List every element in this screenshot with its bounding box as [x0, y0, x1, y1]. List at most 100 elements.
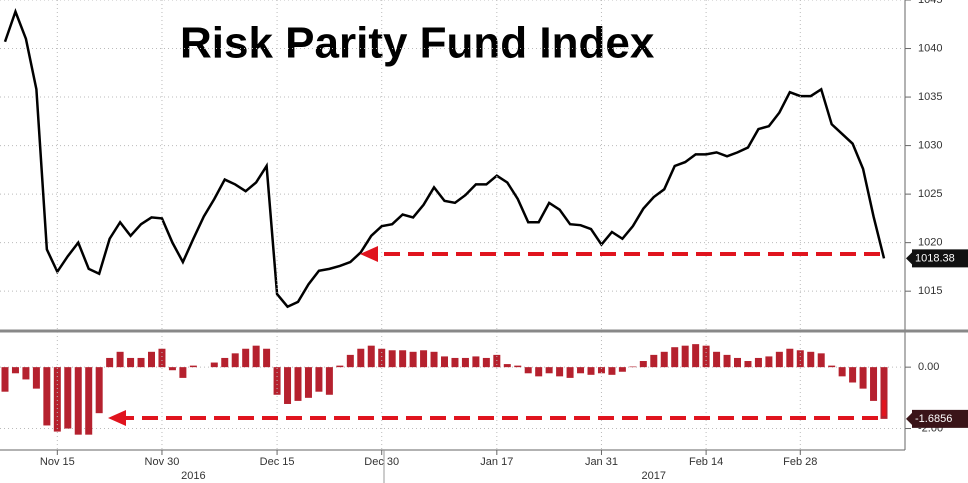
bar — [734, 357, 741, 368]
bar — [451, 357, 459, 368]
bar — [43, 367, 51, 426]
bar — [367, 345, 375, 368]
bar — [838, 367, 846, 377]
bar — [85, 367, 93, 435]
x-tick-label: Dec 30 — [364, 456, 399, 468]
last-value-box — [912, 249, 968, 268]
bar — [754, 357, 762, 368]
bar — [221, 357, 229, 368]
x-year-label: 2016 — [181, 470, 205, 482]
bar — [252, 345, 260, 368]
chart-title: Risk Parity Fund Index — [180, 19, 655, 68]
bar — [639, 361, 647, 368]
bar — [744, 361, 752, 368]
bar — [524, 367, 532, 374]
bar — [880, 367, 888, 419]
y-tick-label: 1040 — [918, 42, 942, 54]
bar — [11, 367, 19, 374]
y-tick-label: 1025 — [918, 188, 942, 200]
bar — [608, 367, 616, 375]
bar — [817, 353, 825, 368]
bar — [629, 366, 637, 368]
bar — [284, 367, 292, 404]
bar — [263, 348, 271, 368]
bar — [618, 367, 626, 372]
bar — [304, 367, 312, 398]
x-tick-label: Jan 31 — [585, 456, 618, 468]
bar — [158, 348, 166, 368]
last-value-box — [912, 409, 968, 428]
bar — [64, 367, 72, 429]
y-tick-label: 1030 — [918, 139, 942, 151]
last-value-label: 1018.38 — [915, 252, 955, 264]
bar — [210, 362, 218, 368]
bar — [179, 367, 187, 378]
x-tick-label: Feb 14 — [689, 456, 723, 468]
bar — [493, 354, 501, 368]
y-tick-label: 1045 — [918, 0, 942, 6]
y-tick-label: 1035 — [918, 91, 942, 103]
bar — [106, 357, 114, 368]
bar — [346, 354, 354, 368]
bar — [535, 367, 543, 377]
y-tick-label: 1015 — [918, 285, 942, 297]
bar — [545, 367, 553, 374]
bar — [849, 367, 857, 383]
bar — [461, 357, 469, 368]
bar — [32, 367, 40, 389]
last-value-pointer — [906, 412, 912, 425]
bar — [409, 351, 417, 368]
bar — [388, 350, 396, 368]
bar — [116, 351, 124, 368]
bar — [828, 365, 836, 368]
bar — [294, 367, 302, 401]
bar — [660, 351, 668, 368]
x-tick-label: Jan 17 — [480, 456, 513, 468]
bar — [336, 365, 344, 368]
bar — [430, 351, 438, 368]
bar — [807, 351, 815, 368]
bar — [482, 357, 490, 368]
bar — [74, 367, 82, 435]
last-value-pointer — [906, 252, 912, 265]
y-tick-label: 1020 — [918, 237, 942, 249]
bar — [775, 351, 783, 368]
bar — [503, 364, 511, 368]
bar — [22, 367, 30, 380]
bar — [796, 350, 804, 368]
bar — [53, 367, 61, 432]
bar — [713, 351, 721, 368]
bar — [556, 367, 564, 377]
bar — [859, 367, 867, 389]
last-value-label: -1.6856 — [915, 413, 952, 425]
bar — [650, 354, 658, 368]
bar — [577, 367, 585, 374]
x-tick-label: Feb 28 — [783, 456, 817, 468]
bar — [692, 344, 700, 368]
x-tick-label: Dec 15 — [260, 456, 295, 468]
bar — [472, 356, 480, 368]
bar — [566, 367, 574, 378]
line — [3, 8, 886, 309]
bar — [127, 357, 135, 368]
bar — [399, 350, 407, 368]
bar — [870, 367, 878, 401]
bar — [786, 348, 794, 368]
bar — [671, 347, 679, 368]
arrowhead — [360, 246, 378, 262]
bar — [95, 367, 103, 414]
x-tick-label: Nov 30 — [145, 456, 180, 468]
bar — [420, 350, 428, 368]
x-year-label: 2017 — [642, 470, 666, 482]
bar — [189, 365, 197, 368]
bar — [231, 353, 239, 368]
annotations — [108, 246, 886, 426]
bar — [597, 367, 605, 374]
bar — [242, 348, 250, 368]
bar — [325, 367, 333, 395]
arrowhead — [108, 410, 126, 426]
bar — [681, 345, 689, 368]
bar — [137, 357, 145, 368]
